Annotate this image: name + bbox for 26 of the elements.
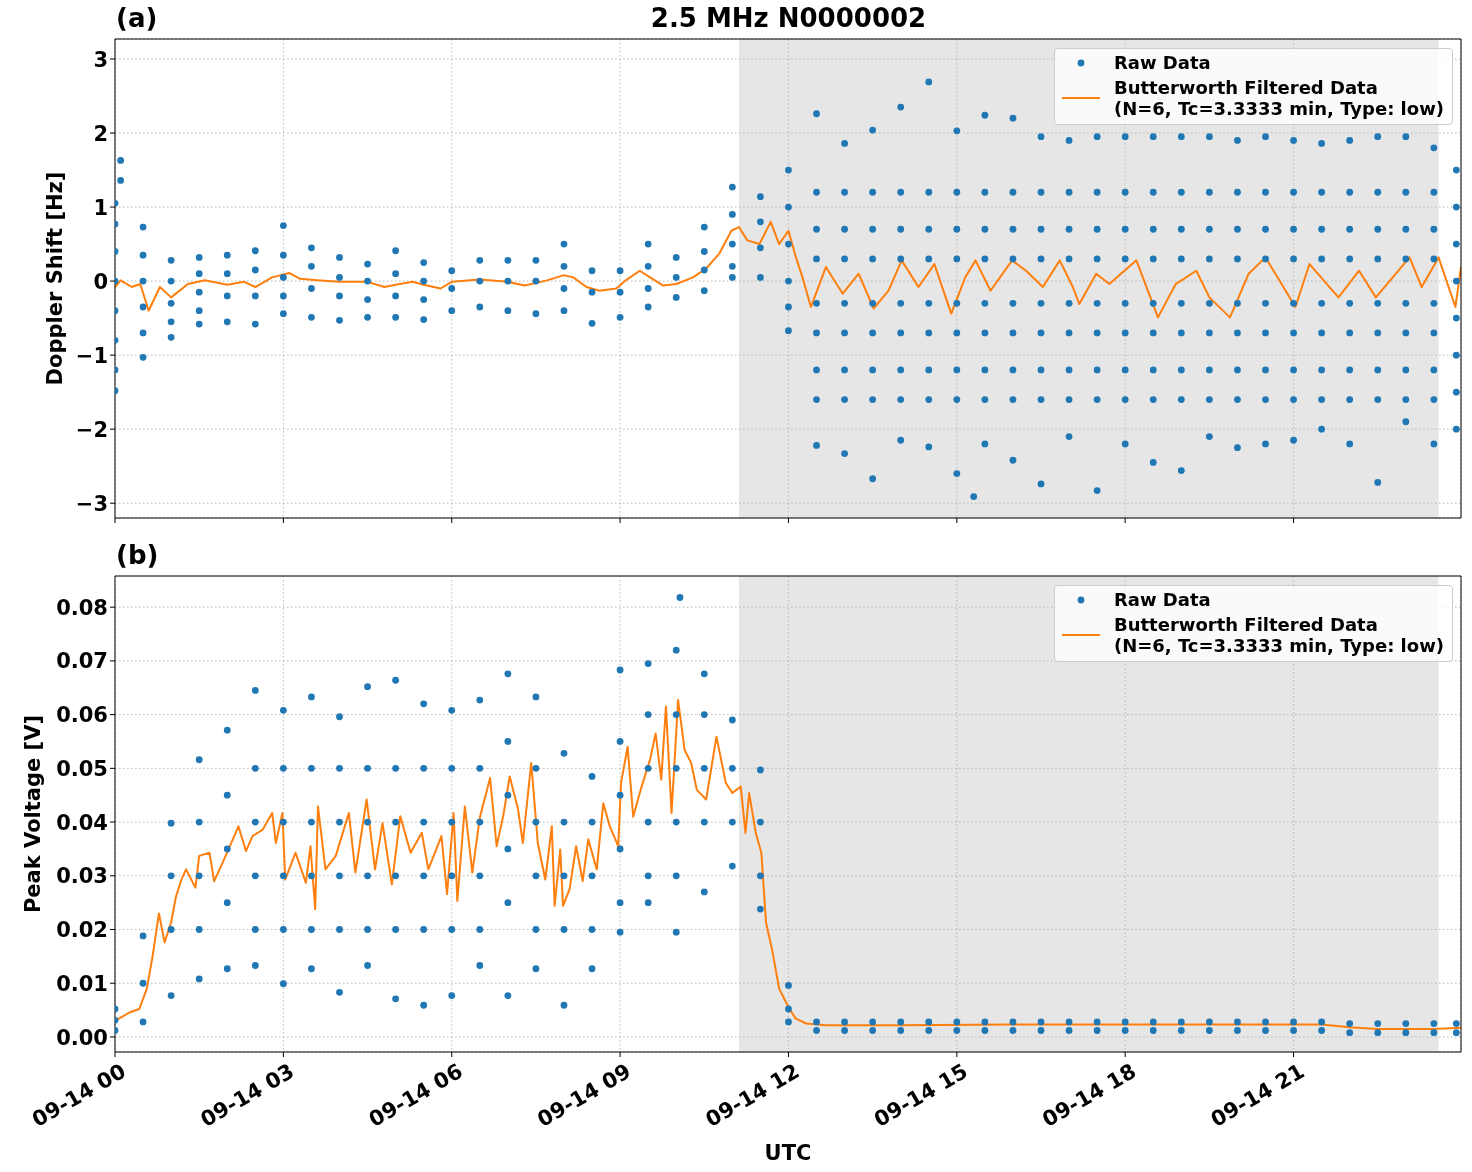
y-tick-label: −1 bbox=[75, 343, 108, 368]
y-tick-label: −3 bbox=[75, 491, 108, 516]
legend-label: Raw Data bbox=[1113, 52, 1211, 73]
y-tick-label: 0.07 bbox=[56, 649, 108, 674]
x-axis-title: UTC bbox=[764, 1141, 812, 1165]
legend-label: Raw Data bbox=[1113, 589, 1211, 610]
y-tick-label: 1 bbox=[93, 195, 108, 220]
y-tick-label: 3 bbox=[93, 47, 108, 72]
y-tick-label: 0.02 bbox=[56, 918, 108, 943]
y-axis-title: Peak Voltage [V] bbox=[21, 714, 45, 914]
y-tick-label: 0.05 bbox=[56, 756, 108, 781]
legend-label: Butterworth Filtered Data (N=6, Tc=3.3333 min, Type: low) bbox=[1113, 614, 1444, 656]
chart-title: 2.5 MHz N0000002 bbox=[650, 3, 927, 33]
text: (a) bbox=[116, 3, 158, 33]
y-tick-label: 0.03 bbox=[56, 864, 108, 889]
y-tick-label: 0.06 bbox=[56, 703, 108, 728]
legend-label: Butterworth Filtered Data (N=6, Tc=3.3333 min, Type: low) bbox=[1113, 77, 1444, 119]
y-tick-label: 0.08 bbox=[56, 595, 108, 620]
y-tick-label: 0.01 bbox=[56, 971, 108, 996]
y-tick-label: −2 bbox=[75, 417, 108, 442]
y-tick-label: 0.00 bbox=[56, 1025, 108, 1050]
y-axis-title: Doppler Shift [Hz] bbox=[43, 171, 67, 386]
y-tick-label: 0.04 bbox=[56, 810, 108, 835]
y-tick-label: 2 bbox=[93, 121, 108, 146]
y-tick-label: 0 bbox=[93, 269, 108, 294]
text: (b) bbox=[116, 540, 159, 570]
